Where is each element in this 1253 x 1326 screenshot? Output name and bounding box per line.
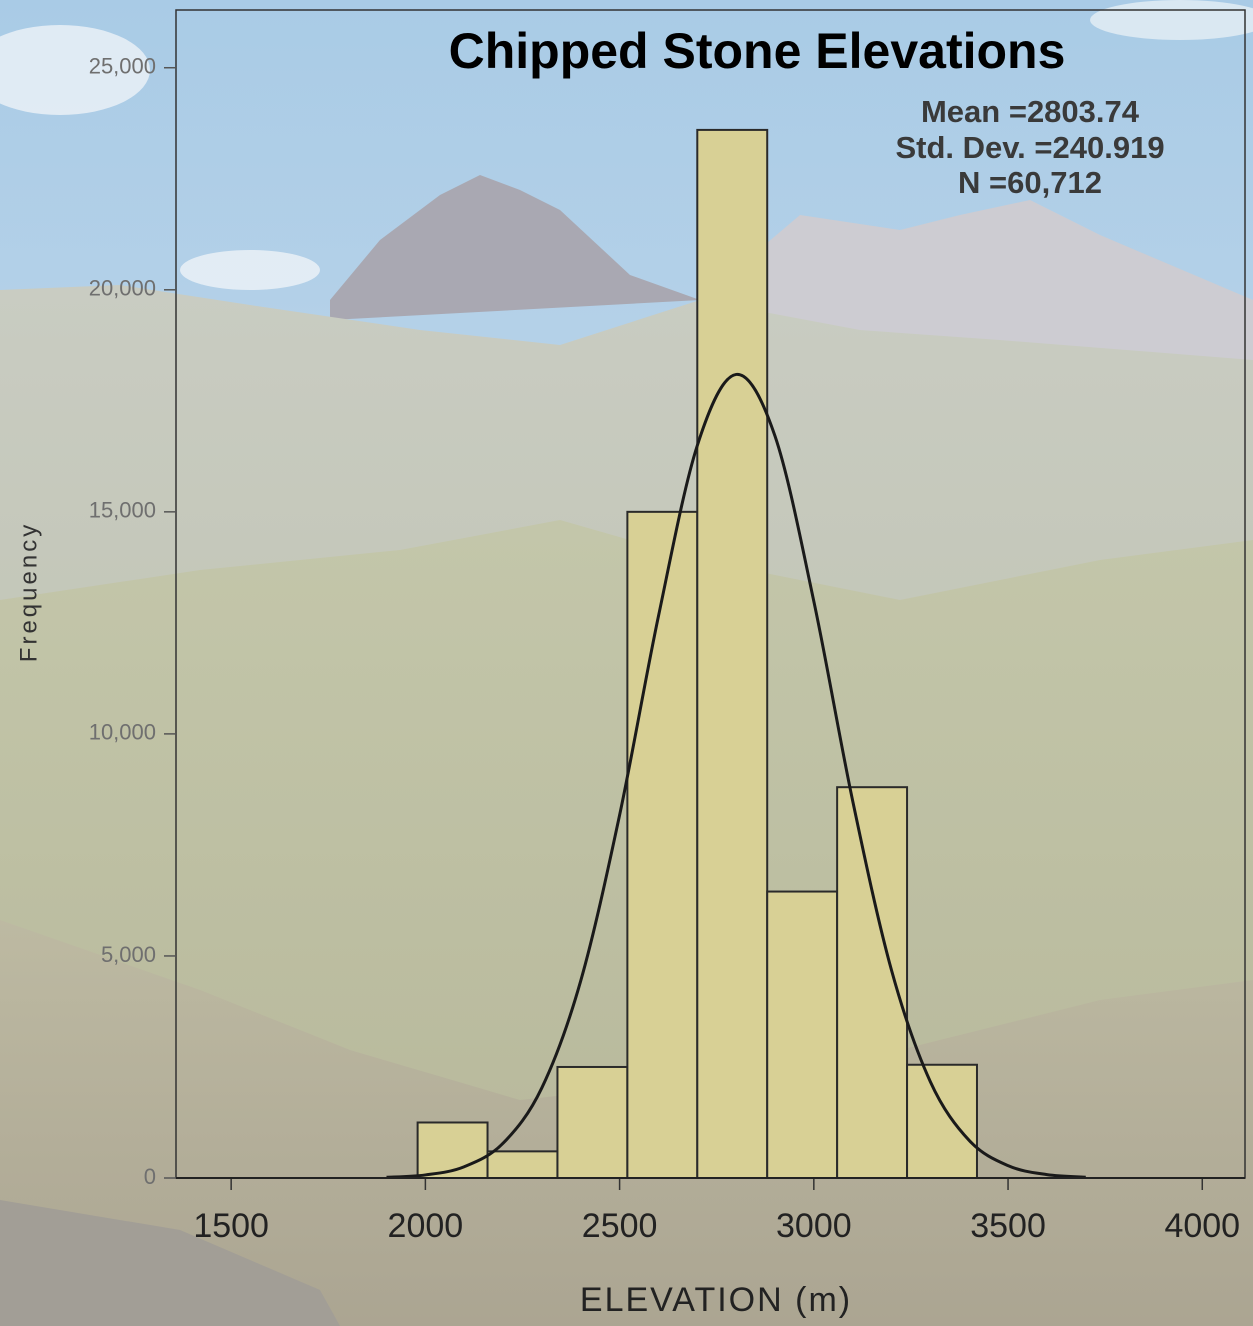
x-tick-label: 3000 [776,1207,852,1245]
normal-curve [386,372,1086,1179]
y-tick-label: 0 [144,1164,156,1189]
y-tick-label: 15,000 [89,498,156,523]
histogram-bar [626,510,699,1179]
histogram-bar [906,1063,978,1179]
histogram-bar [416,1121,489,1180]
x-tick-label: 1500 [193,1207,269,1245]
y-tick-label: 20,000 [89,276,156,301]
annotation: Mean =2803.74 [921,94,1140,129]
x-tick-label: 4000 [1164,1207,1240,1245]
annotation: Std. Dev. =240.919 [895,130,1164,165]
x-tick-label: 2500 [582,1207,658,1245]
histogram-bar [696,128,769,1180]
histogram-bar [766,890,839,1179]
annotation: N =60,712 [958,165,1102,200]
y-axis-label: Frequency [15,522,42,662]
histogram-bar [556,1065,629,1180]
y-tick-label: 25,000 [89,54,156,79]
chart-title: Chipped Stone Elevations [449,23,1066,79]
x-axis-label: ELEVATION (m) [580,1281,852,1319]
y-tick-label: 10,000 [89,720,156,745]
histogram-bar [836,786,909,1180]
histogram-bar [486,1150,559,1180]
x-tick-label: 3500 [970,1207,1046,1245]
y-tick-label: 5,000 [101,942,156,967]
x-tick-label: 2000 [388,1207,464,1245]
